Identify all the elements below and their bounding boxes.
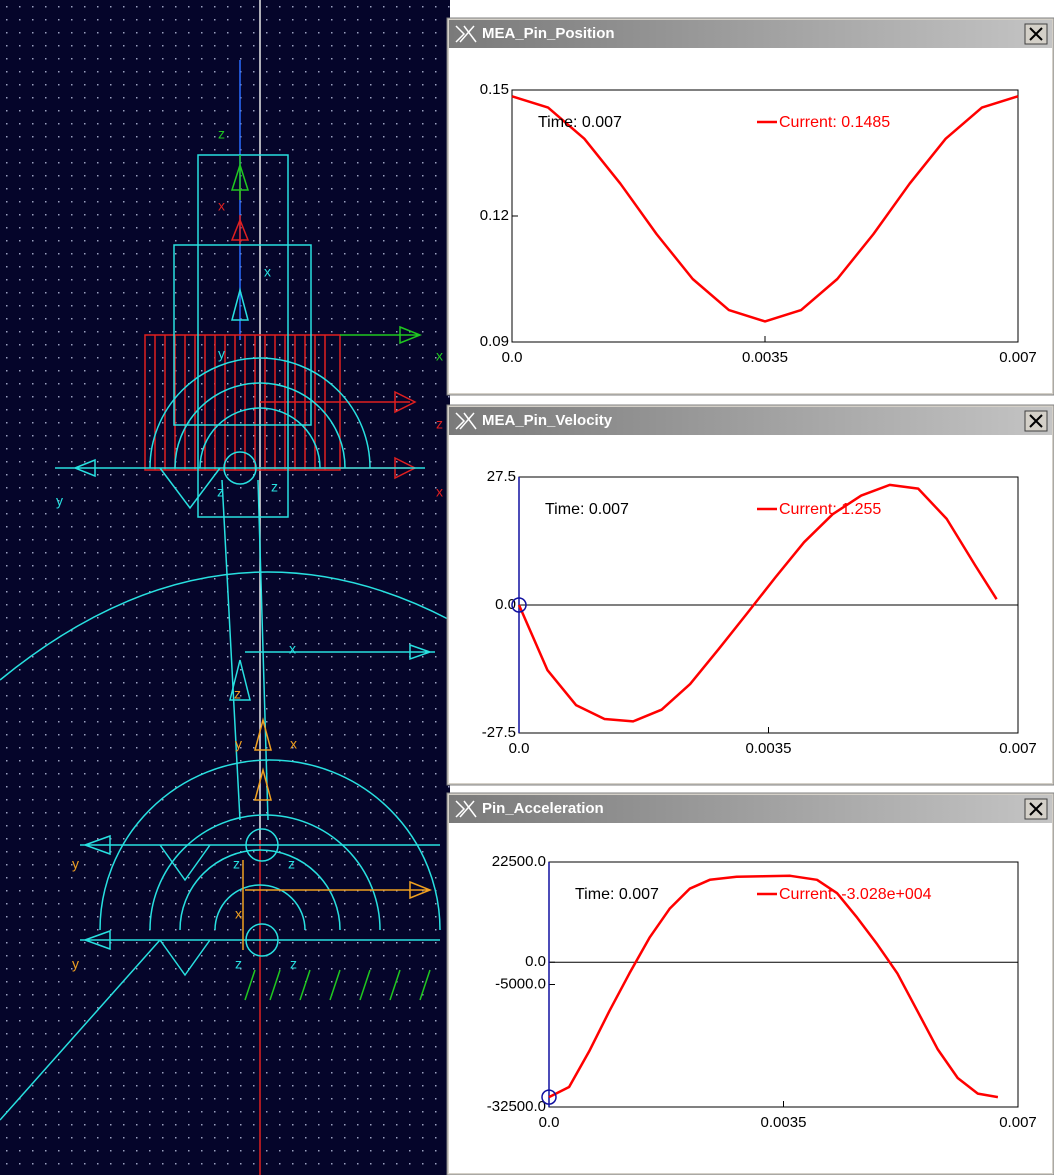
x-tick-label: 0.007 bbox=[999, 349, 1037, 366]
y-tick-label: 22500.0 bbox=[492, 853, 546, 870]
x-tick-label: 0.0 bbox=[539, 1114, 560, 1131]
axis-letter: z bbox=[233, 856, 240, 872]
close-button[interactable] bbox=[1025, 411, 1047, 431]
screen: z x x y x z x y z z x z y x y z z x y z z MEA_Pin_Position 0.… bbox=[0, 0, 1054, 1175]
plot-window[interactable]: MEA_Pin_Position 0.09 0.12 0.15 0.0 0.0035 0.0… bbox=[447, 18, 1054, 395]
window-title: Pin_Acceleration bbox=[482, 800, 604, 817]
axis-letter: y bbox=[72, 856, 79, 872]
y-tick-label: -32500.0 bbox=[487, 1098, 546, 1115]
x-tick-label: 0.0035 bbox=[746, 740, 792, 757]
axis-letter: x bbox=[289, 641, 296, 657]
axis-letter: x bbox=[218, 198, 225, 214]
axis-letter: y bbox=[235, 736, 242, 752]
y-tick-label: -5000.0 bbox=[495, 975, 546, 992]
y-tick-label: 0.12 bbox=[480, 207, 509, 224]
x-tick-label: 0.0035 bbox=[742, 349, 788, 366]
plot-windows: MEA_Pin_Position 0.09 0.12 0.15 0.0 0.0035 0.0… bbox=[447, 18, 1054, 1175]
plot-area bbox=[449, 48, 1052, 393]
close-button[interactable] bbox=[1025, 799, 1047, 819]
y-tick-label: 0.15 bbox=[480, 81, 509, 98]
axis-letter: y bbox=[72, 956, 79, 972]
grid-dots bbox=[0, 0, 450, 1175]
y-tick-label: 27.5 bbox=[487, 468, 516, 485]
plot-window[interactable]: Pin_Acceleration -32500.0 -5000.0 0.0 22500.… bbox=[447, 793, 1054, 1175]
legend-label: Current: 0.1485 bbox=[779, 114, 890, 131]
axis-letter: z bbox=[288, 856, 295, 872]
legend-label: Current: -3.028e+004 bbox=[779, 886, 932, 903]
window-title: MEA_Pin_Position bbox=[482, 25, 615, 42]
axis-letter: z bbox=[234, 686, 241, 702]
axis-letter: x bbox=[290, 736, 297, 752]
axis-letter: z bbox=[436, 416, 443, 432]
y-tick-label: -27.5 bbox=[482, 724, 516, 741]
annotation: Time: 0.007 bbox=[545, 501, 629, 518]
axis-letter: x bbox=[235, 906, 242, 922]
axis-letter: x bbox=[436, 484, 443, 500]
axis-letter: x bbox=[264, 264, 271, 280]
y-tick-label: 0.09 bbox=[480, 333, 509, 350]
axis-letter: z bbox=[290, 956, 297, 972]
x-tick-label: 0.0035 bbox=[761, 1114, 807, 1131]
window-title: MEA_Pin_Velocity bbox=[482, 412, 613, 429]
axis-letter: y bbox=[218, 346, 225, 362]
axis-letter: z bbox=[218, 126, 225, 142]
x-tick-label: 0.0 bbox=[502, 349, 523, 366]
viewport[interactable]: z x x y x z x y z z x z y x y z z x y z z bbox=[0, 0, 450, 1175]
axis-letter: z bbox=[235, 956, 242, 972]
annotation: Time: 0.007 bbox=[538, 114, 622, 131]
axis-letter: y bbox=[56, 493, 63, 509]
x-tick-label: 0.0 bbox=[509, 740, 530, 757]
y-tick-label: 0.0 bbox=[525, 953, 546, 970]
close-button[interactable] bbox=[1025, 24, 1047, 44]
axis-letter: z bbox=[271, 479, 278, 495]
axis-letter: x bbox=[436, 348, 443, 364]
y-tick-label: 0.0 bbox=[495, 596, 516, 613]
x-tick-label: 0.007 bbox=[999, 740, 1037, 757]
legend-label: Current: 1.255 bbox=[779, 501, 881, 518]
axis-letter: z bbox=[217, 484, 224, 500]
annotation: Time: 0.007 bbox=[575, 886, 659, 903]
x-tick-label: 0.007 bbox=[999, 1114, 1037, 1131]
